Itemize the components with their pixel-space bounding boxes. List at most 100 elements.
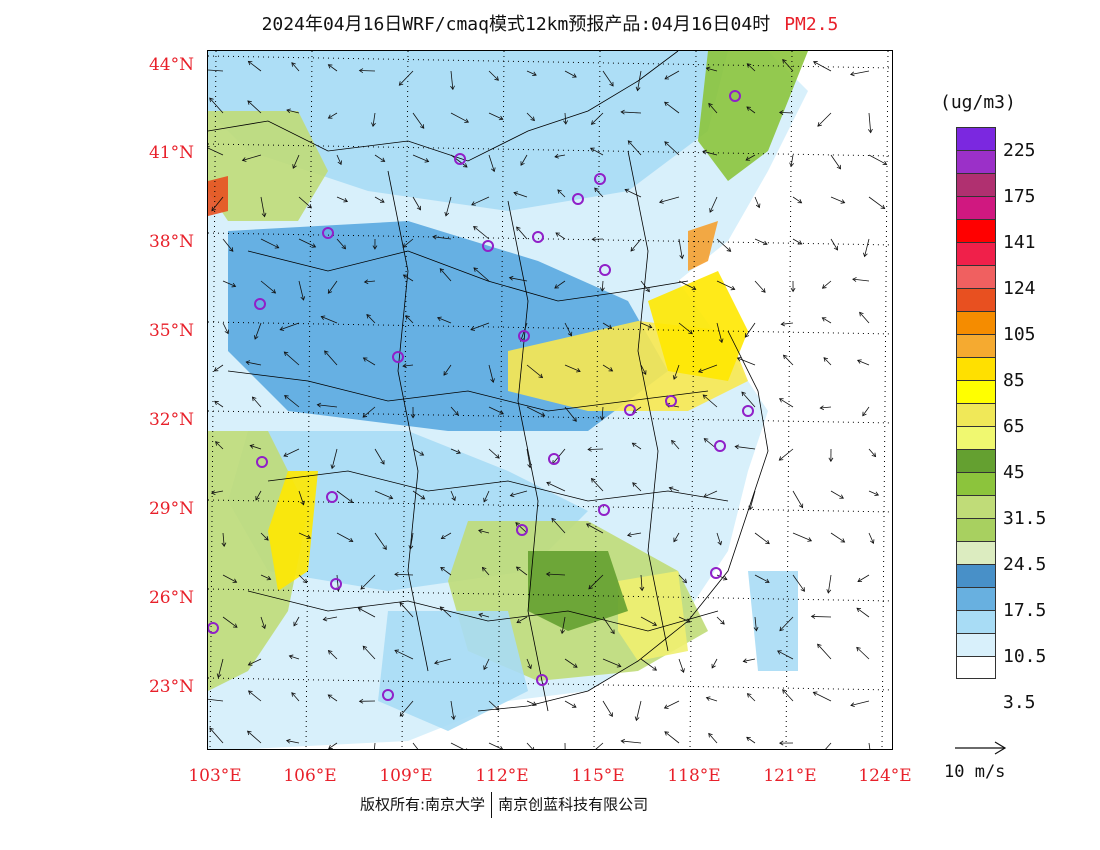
wind-arrow-shaft [248, 690, 262, 702]
lat-label: 32°N [148, 410, 194, 430]
wind-arrow-shaft [781, 322, 794, 325]
longitude-line [401, 51, 409, 749]
pollutant-label: PM2.5 [784, 14, 839, 35]
wind-arrow-shaft [208, 147, 224, 156]
wind-arrow-head [255, 495, 260, 501]
wind-arrow-head [850, 702, 855, 708]
wind-arrow-shaft [640, 616, 657, 626]
wind-arrow-shaft [601, 280, 604, 292]
wind-arrow-shaft [260, 280, 276, 294]
wind-arrow-shaft [516, 566, 528, 576]
wind-arrow [298, 196, 312, 209]
wind-arrow [825, 742, 832, 749]
wind-arrow-head [247, 60, 253, 66]
wind-arrow-head [722, 576, 728, 581]
colorbar-label: 45 [1003, 462, 1025, 483]
wind-arrow [515, 566, 528, 576]
wind-arrow-head [241, 157, 247, 162]
wind-arrow-head [538, 373, 544, 379]
wind-arrow-head [495, 454, 500, 459]
wind-arrow-head [576, 367, 581, 373]
wind-arrow-head [627, 140, 633, 145]
wind-arrow [588, 574, 604, 590]
wind-arrow-shaft [374, 154, 385, 162]
wind-arrow-shaft [632, 482, 642, 492]
wind-arrow-head [372, 245, 378, 250]
pm25-map [207, 50, 893, 750]
wind-arrow-shaft [671, 440, 680, 450]
wind-arrow [778, 110, 794, 115]
wind-arrow-head [247, 690, 253, 695]
wind-arrow-shaft [488, 448, 500, 459]
bohai-orange-patch [688, 221, 718, 271]
wind-arrow-head [284, 394, 289, 400]
wind-arrow [563, 112, 568, 125]
wind-arrow [222, 322, 229, 335]
wind-arrow [830, 490, 844, 499]
wind-arrow [412, 112, 425, 129]
wind-arrow [526, 406, 546, 417]
wind-arrow-head [717, 540, 723, 546]
colorbar-label: 65 [1003, 416, 1025, 437]
wind-arrow-head [532, 71, 537, 76]
wind-arrow-head [708, 732, 713, 738]
wind-arrow [672, 364, 680, 380]
city-marker-icon [532, 231, 544, 243]
wind-arrow-head [456, 449, 461, 454]
city-marker-icon [714, 440, 726, 452]
city-marker-icon [599, 264, 611, 276]
wind-arrow [245, 360, 262, 366]
wind-arrow [709, 196, 718, 213]
wind-arrow-shaft [708, 103, 718, 114]
wind-arrow-shaft [293, 616, 300, 626]
wind-arrow [602, 616, 615, 635]
wind-arrow [716, 238, 732, 252]
wind-arrow [327, 112, 338, 119]
wind-arrow-shaft [664, 731, 680, 744]
wind-arrow-head [324, 350, 329, 355]
wind-arrow [716, 532, 723, 546]
wind-arrow-shaft [298, 196, 312, 209]
wind-arrow [545, 571, 566, 577]
wind-arrow [850, 70, 870, 77]
wind-arrow-shaft [324, 350, 338, 366]
wind-arrow [286, 108, 300, 114]
wind-arrow [782, 689, 794, 702]
wind-arrow-head [686, 618, 691, 623]
wind-arrow-shaft [412, 490, 425, 500]
wind-arrow [564, 700, 577, 708]
wind-arrow-shaft [328, 650, 338, 660]
wind-arrow-shaft [298, 280, 304, 301]
wind-arrow-shaft [745, 154, 756, 161]
wind-arrow-shaft [564, 70, 577, 78]
wind-arrow-head [691, 285, 697, 291]
wind-arrow-head [440, 534, 446, 540]
wind-arrow-shaft [208, 698, 224, 702]
wind-arrow-head [856, 607, 862, 613]
wind-arrow [412, 196, 421, 211]
city-marker-icon [208, 622, 219, 634]
wind-arrow-shaft [716, 616, 725, 625]
wind-arrow-head [863, 252, 868, 258]
border-line [627, 150, 669, 652]
wind-arrow-head [726, 247, 732, 252]
wind-arrow [208, 69, 224, 72]
wind-arrow [830, 196, 846, 204]
wind-arrow [330, 448, 338, 470]
wind-arrow [488, 742, 503, 749]
wind-arrow [826, 574, 832, 594]
border-line [247, 250, 689, 302]
wind-arrow [640, 364, 647, 376]
wind-arrow [671, 439, 680, 450]
wind-arrow-shaft [526, 742, 533, 749]
wind-arrow-shaft [405, 315, 414, 324]
wind-arrow [551, 517, 566, 534]
wind-arrow [410, 406, 416, 419]
wind-arrow [399, 700, 414, 717]
wind-arrow-shaft [488, 742, 503, 749]
wind-arrow-head [746, 693, 752, 698]
wind-arrow-shaft [564, 406, 577, 422]
wind-arrow-shaft [208, 69, 224, 72]
wind-arrow-head [439, 268, 445, 273]
wind-arrow-shaft [374, 532, 387, 550]
